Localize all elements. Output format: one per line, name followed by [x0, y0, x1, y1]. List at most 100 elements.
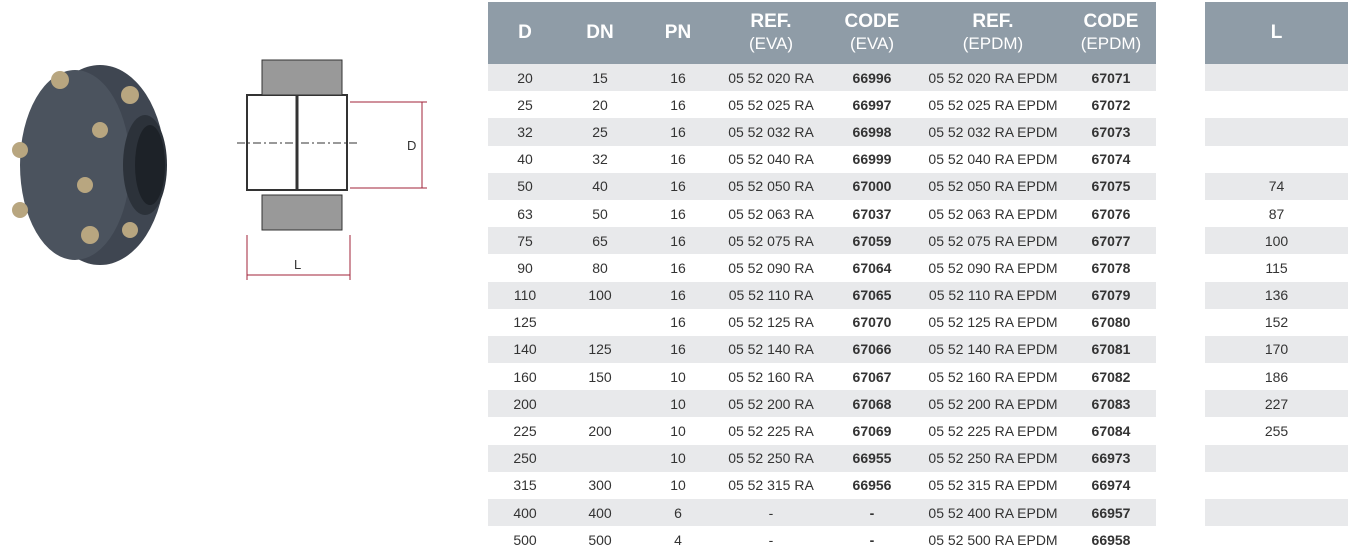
table-row: 63 50 16 05 52 063 RA 67037 05 52 063 RA EPDM…: [488, 200, 1156, 227]
header-ref-eva: REF. (EVA): [718, 11, 824, 55]
l-row: [1205, 64, 1348, 92]
cell-pn: 16: [670, 232, 686, 249]
cell-code-eva: 67037: [852, 205, 892, 222]
cell-code-eva: 67059: [852, 232, 892, 249]
cell-code-epdm: 66974: [1091, 477, 1131, 494]
cell-code-eva: 67065: [852, 287, 892, 304]
table-row: 140 125 16 05 52 140 RA 67066 05 52 140 RA EP…: [488, 335, 1156, 364]
cell-ref-eva: 05 52 090 RA: [728, 259, 814, 276]
table-row: 40 32 16 05 52 040 RA 66999 05 52 040 RA EPDM…: [488, 146, 1156, 173]
table-row: 125 16 05 52 125 RA 67070 05 52 125 RA EPDM 6…: [488, 309, 1156, 336]
cell-ref-epdm: 05 52 050 RA EPDM: [928, 178, 1058, 195]
cell-pn: 16: [670, 96, 686, 113]
cell-code-eva: 67000: [852, 178, 892, 195]
cell-d: 32: [517, 123, 533, 140]
header-dn: DN: [586, 22, 614, 43]
cell-code-epdm: 67072: [1091, 96, 1131, 113]
cell-l: 255: [1264, 423, 1289, 440]
cell-code-eva: -: [869, 531, 875, 548]
cell-code-eva: 66997: [852, 96, 892, 113]
cell-code-eva: 66955: [852, 450, 892, 467]
cell-d: 315: [513, 477, 537, 494]
cell-d: 63: [517, 205, 533, 222]
cell-ref-epdm: 05 52 160 RA EPDM: [928, 368, 1058, 385]
cell-pn: 10: [670, 368, 686, 385]
ref-epdm-title: REF.: [972, 11, 1014, 32]
cell-ref-eva: 05 52 125 RA: [728, 314, 814, 331]
l-row: 74: [1205, 172, 1348, 200]
cell-code-epdm: 67084: [1091, 423, 1131, 440]
d-dimension-label: D: [407, 138, 416, 153]
cell-dn: 25: [592, 123, 608, 140]
cell-code-eva: 67068: [852, 395, 892, 412]
cell-ref-epdm: 05 52 125 RA EPDM: [928, 314, 1058, 331]
table-row: 160 150 10 05 52 160 RA 67067 05 52 160 RA EP…: [488, 363, 1156, 390]
cell-ref-eva: 05 52 160 RA: [728, 368, 814, 385]
table-row: 32 25 16 05 52 032 RA 66998 05 52 032 RA EPDM…: [488, 118, 1156, 146]
table-row: 90 80 16 05 52 090 RA 67064 05 52 090 RA EPDM…: [488, 254, 1156, 281]
l-row: [1205, 91, 1348, 118]
cell-ref-epdm: 05 52 075 RA EPDM: [928, 232, 1058, 249]
cell-ref-epdm: 05 52 063 RA EPDM: [928, 205, 1058, 222]
cell-d: 160: [513, 368, 537, 385]
cell-code-epdm: 67071: [1091, 69, 1131, 86]
table-row: 200 10 05 52 200 RA 67068 05 52 200 RA EPDM 6…: [488, 390, 1156, 418]
header-l: L: [1270, 22, 1283, 43]
cell-code-eva: 66999: [852, 151, 892, 168]
cell-ref-eva: 05 52 063 RA: [728, 205, 814, 222]
cell-ref-epdm: 05 52 110 RA EPDM: [928, 287, 1058, 304]
table-row: 20 15 16 05 52 020 RA 66996 05 52 020 RA EPDM…: [488, 64, 1156, 92]
cell-l: 74: [1268, 178, 1285, 195]
cell-l: 186: [1264, 368, 1289, 385]
code-eva-sub: (EVA): [849, 34, 895, 53]
code-eva-title: CODE: [844, 11, 900, 32]
cell-ref-eva: 05 52 110 RA: [728, 287, 814, 304]
cell-ref-epdm: 05 52 200 RA EPDM: [928, 395, 1058, 412]
cell-dn: 40: [592, 178, 608, 195]
header-code-epdm: CODE (EPDM): [1066, 11, 1156, 55]
cell-ref-epdm: 05 52 250 RA EPDM: [928, 450, 1058, 467]
l-header: L: [1205, 2, 1348, 64]
cell-ref-eva: 05 52 200 RA: [728, 395, 814, 412]
l-row: 255: [1205, 417, 1348, 444]
cell-ref-epdm: 05 52 225 RA EPDM: [928, 423, 1058, 440]
cell-ref-eva: 05 52 140 RA: [728, 341, 814, 358]
cell-l: 115: [1265, 259, 1288, 276]
l-row: 227: [1205, 390, 1348, 418]
table-header: D DN PN REF. (EVA) CODE (EVA) REF. (EPDM) C…: [488, 2, 1156, 64]
cell-d: 110: [513, 287, 537, 304]
cell-l: 136: [1264, 287, 1289, 304]
cell-d: 90: [517, 259, 533, 276]
cell-code-epdm: 67081: [1091, 341, 1131, 358]
cell-dn: 32: [592, 151, 608, 168]
cell-l: 100: [1264, 232, 1289, 249]
header-pn: PN: [664, 22, 692, 43]
cell-dn: 400: [588, 504, 612, 521]
ref-eva-title: REF.: [750, 11, 792, 32]
cell-d: 50: [517, 178, 533, 195]
cell-d: 125: [513, 314, 537, 331]
cell-ref-eva: -: [768, 531, 774, 548]
cell-l: 170: [1264, 341, 1289, 358]
cell-l: 227: [1264, 395, 1289, 412]
cell-code-epdm: 67077: [1091, 232, 1131, 249]
cell-d: 225: [513, 423, 537, 440]
flange-technical-drawing: D L: [237, 59, 427, 280]
cell-pn: 10: [670, 450, 686, 467]
cell-ref-eva: 05 52 025 RA: [728, 96, 814, 113]
cell-code-epdm: 67083: [1091, 395, 1131, 412]
table-row: 110 100 16 05 52 110 RA 67065 05 52 110 RA EP…: [488, 281, 1156, 309]
table-row: 400 400 6 - - 05 52 400 RA EPDM 66957: [488, 499, 1156, 527]
cell-dn: 100: [588, 287, 612, 304]
cell-pn: 6: [674, 504, 682, 521]
cell-dn: 20: [592, 96, 608, 113]
l-row: [1205, 472, 1348, 499]
cell-l: 87: [1268, 205, 1285, 222]
table-row: 75 65 16 05 52 075 RA 67059 05 52 075 RA EPDM…: [488, 227, 1156, 255]
code-epdm-title: CODE: [1083, 11, 1139, 32]
cell-d: 75: [517, 232, 533, 249]
cell-ref-eva: 05 52 250 RA: [728, 450, 814, 467]
cell-code-epdm: 67080: [1091, 314, 1131, 331]
cell-code-eva: 67067: [852, 368, 892, 385]
cell-code-epdm: 67079: [1091, 287, 1131, 304]
